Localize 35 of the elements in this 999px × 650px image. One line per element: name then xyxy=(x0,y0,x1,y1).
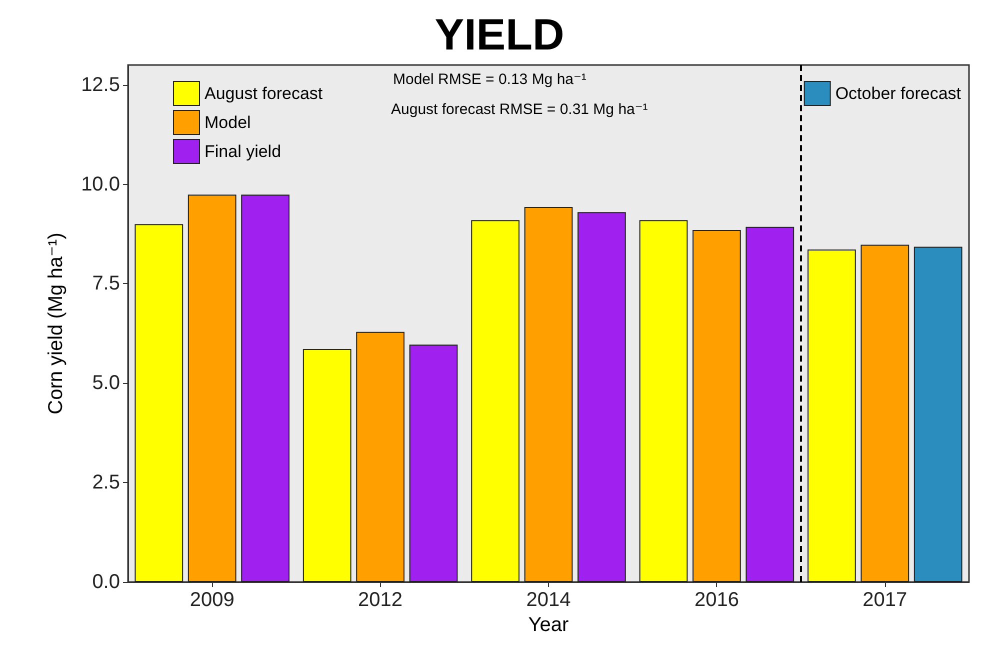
bar xyxy=(578,212,626,582)
bar xyxy=(188,194,236,582)
bar xyxy=(524,206,573,582)
y-tick-label: 5.0 xyxy=(92,372,120,394)
y-tick-label: 0.0 xyxy=(92,571,120,593)
bar xyxy=(356,332,404,582)
x-tick-label: 2014 xyxy=(526,589,571,611)
annotation: Model RMSE = 0.13 Mg ha⁻¹ xyxy=(393,71,586,88)
bar xyxy=(808,250,856,582)
bar xyxy=(302,348,352,582)
x-tick-label: 2017 xyxy=(862,589,908,611)
legend-label: August forecast xyxy=(204,84,323,103)
legend-label: October forecast xyxy=(835,84,962,103)
y-tick-label: 10.0 xyxy=(81,173,120,196)
bar xyxy=(134,224,184,582)
bar xyxy=(914,246,962,582)
bar xyxy=(241,194,290,582)
annotation: August forecast RMSE = 0.31 Mg ha⁻¹ xyxy=(391,101,648,118)
y-axis-title: Corn yield (Mg ha⁻¹) xyxy=(45,232,67,414)
bar xyxy=(639,220,688,582)
y-tick-label: 12.5 xyxy=(81,74,120,96)
x-tick-label: 2012 xyxy=(358,589,403,611)
chart-title: YIELD xyxy=(434,10,564,60)
bar xyxy=(692,230,741,582)
y-tick-label: 7.5 xyxy=(92,272,120,295)
legend-label: Final yield xyxy=(204,142,282,161)
x-tick-label: 2009 xyxy=(190,589,234,611)
legend-label: Model xyxy=(204,113,251,132)
bar xyxy=(746,226,794,582)
x-axis-title: Year xyxy=(528,614,570,636)
x-tick-label: 2016 xyxy=(694,589,739,611)
bar xyxy=(471,220,520,582)
y-tick-label: 2.5 xyxy=(92,472,120,494)
bar xyxy=(409,344,458,582)
bar xyxy=(860,244,910,582)
